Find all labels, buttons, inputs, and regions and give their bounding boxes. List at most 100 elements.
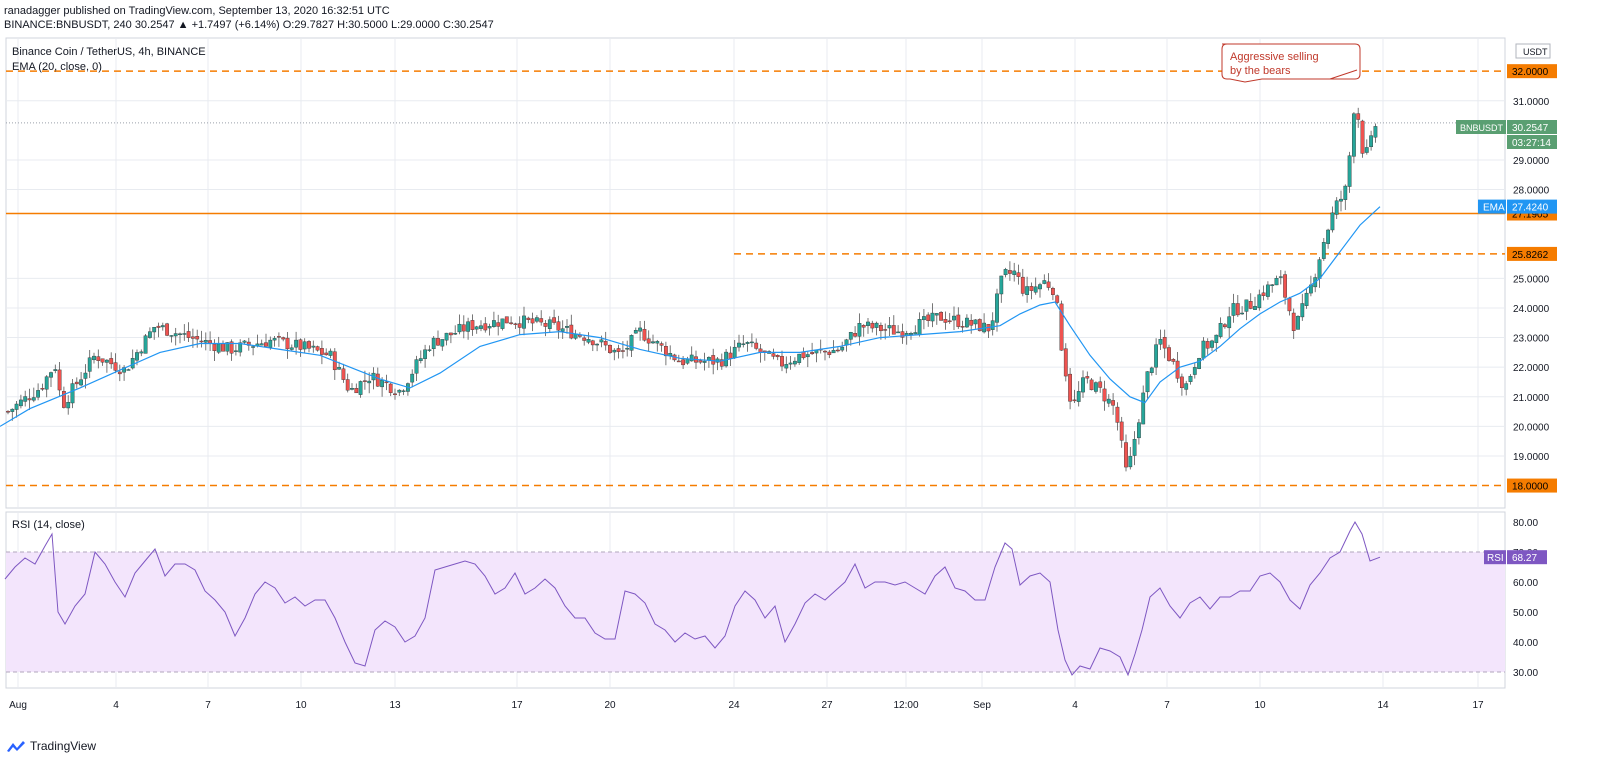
candle-body <box>1248 301 1253 309</box>
candle-body <box>1257 294 1262 309</box>
candle-body <box>960 326 965 328</box>
rsi-tag <box>1484 550 1506 565</box>
candle-body <box>363 380 367 382</box>
candle-body <box>203 340 208 343</box>
candle-body <box>793 360 797 365</box>
candle-body <box>1115 406 1120 423</box>
candle-body <box>83 372 88 379</box>
candle-body <box>827 351 832 355</box>
candle-body <box>294 339 298 348</box>
candle-body <box>1093 382 1098 392</box>
candle-body <box>797 353 802 363</box>
candle-body <box>444 332 449 341</box>
candle-body <box>1158 338 1163 345</box>
candle-body <box>689 354 694 362</box>
candle-body <box>1059 303 1064 351</box>
candle-body <box>1227 316 1232 329</box>
candle-body <box>483 323 488 331</box>
candle-body <box>474 326 479 330</box>
price-tick-label: 28.0000 <box>1513 186 1550 197</box>
candle-body <box>1076 391 1081 402</box>
candle-body <box>264 342 268 347</box>
candle-body <box>165 323 169 336</box>
candle-body <box>1038 284 1042 290</box>
x-tick-label: 4 <box>1072 700 1078 711</box>
candle-body <box>423 349 427 359</box>
candle-body <box>27 398 32 401</box>
ema-tag <box>1478 199 1506 214</box>
currency-label: USDT <box>1523 47 1548 57</box>
symbol-line: BINANCE:BNBUSDT, 240 30.2547 ▲ +1.7497 (… <box>4 19 494 31</box>
ema-value-tag <box>1507 199 1557 214</box>
candle-body <box>57 369 62 391</box>
candle-body <box>990 320 995 330</box>
x-tick-label: 14 <box>1377 700 1389 711</box>
candle-body <box>470 320 475 330</box>
candle-body <box>1132 438 1137 456</box>
candle-body <box>152 326 157 333</box>
candle-body <box>1128 455 1133 468</box>
rsi-tick-label: 40.00 <box>1513 638 1538 649</box>
candle-body <box>130 358 135 369</box>
candle-body <box>1033 286 1038 293</box>
candle-body <box>242 340 247 343</box>
candle-body <box>500 318 505 329</box>
candle-body <box>887 325 892 329</box>
candle-body <box>784 364 789 369</box>
candle-body <box>1261 292 1266 296</box>
candle-body <box>169 335 174 337</box>
candle-body <box>113 362 118 371</box>
candle-body <box>285 337 290 350</box>
candle-body <box>1106 398 1111 404</box>
candle-body <box>1016 272 1021 277</box>
candle-body <box>857 323 862 337</box>
x-tick-label: 27 <box>821 700 833 711</box>
level-price-tag <box>1507 64 1557 79</box>
candle-body <box>1081 377 1085 393</box>
candle-body <box>1274 278 1279 286</box>
x-tick-label: Sep <box>973 700 991 711</box>
candle-body <box>1008 270 1012 274</box>
rsi-tick-label: 50.00 <box>1513 608 1538 619</box>
candle-body <box>1119 421 1124 441</box>
candle-body <box>354 388 359 394</box>
candle-body <box>1265 284 1270 297</box>
candle-body <box>199 340 204 343</box>
candle-body <box>922 316 926 321</box>
candle-body <box>461 324 466 332</box>
candle-body <box>87 357 92 372</box>
candle-body <box>956 314 961 327</box>
candle-body <box>586 339 591 343</box>
candle-body <box>737 342 741 348</box>
price-tick-label: 19.0000 <box>1513 452 1550 463</box>
candle-body <box>109 358 114 365</box>
candle-body <box>1050 288 1055 295</box>
candle-body <box>1072 399 1077 402</box>
candle-body <box>49 372 53 378</box>
candle-body <box>436 338 440 346</box>
candle-body <box>681 359 686 366</box>
candle-body <box>1326 229 1331 244</box>
candle-body <box>879 325 883 332</box>
price-tick-label: 22.0000 <box>1513 363 1550 374</box>
symbol-tag-label: BNBUSDT <box>1460 123 1504 133</box>
candle-body <box>861 325 866 328</box>
candle-body <box>1270 284 1275 286</box>
candle-body <box>143 335 148 354</box>
candle-body <box>1042 280 1047 284</box>
x-tick-label: 4 <box>113 700 119 711</box>
candle-body <box>517 323 522 328</box>
rsi-band <box>6 552 1505 672</box>
candle-body <box>831 349 836 354</box>
price-tick-label: 31.0000 <box>1513 97 1550 108</box>
footer-brand[interactable]: TradingView <box>6 739 96 753</box>
candle-body <box>659 343 664 346</box>
candle-body <box>590 340 595 346</box>
candle-body <box>466 321 470 332</box>
candle-body <box>547 319 552 329</box>
candle-body <box>913 332 918 335</box>
candle-body <box>1029 286 1034 291</box>
candle-body <box>324 352 329 356</box>
x-tick-label: 20 <box>604 700 616 711</box>
